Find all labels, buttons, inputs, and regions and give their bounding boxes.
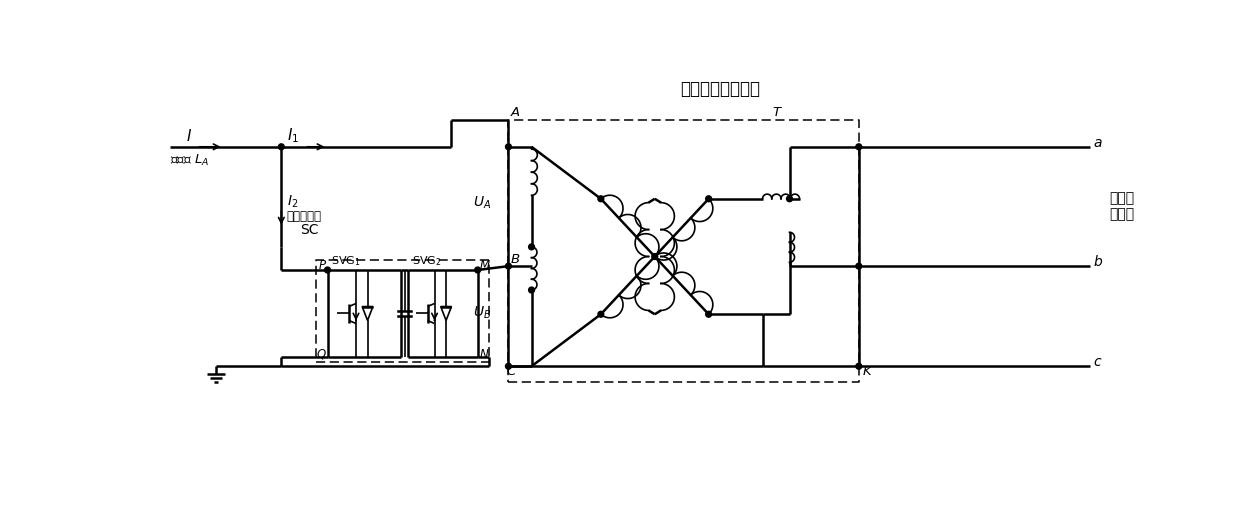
Text: $U_A$: $U_A$ — [474, 195, 491, 211]
Circle shape — [506, 144, 511, 150]
Text: N: N — [479, 348, 489, 361]
Text: $I_1$: $I_1$ — [286, 127, 299, 145]
Circle shape — [652, 253, 657, 260]
Text: A: A — [511, 106, 520, 119]
Text: $I$: $I$ — [186, 128, 192, 144]
Text: Q: Q — [316, 348, 326, 361]
Circle shape — [278, 144, 284, 150]
Text: c: c — [1094, 355, 1101, 369]
Circle shape — [598, 311, 604, 317]
Text: b: b — [1094, 255, 1102, 269]
Text: SVG$_1$: SVG$_1$ — [331, 254, 361, 268]
Circle shape — [856, 363, 862, 369]
Text: C: C — [506, 365, 516, 379]
Circle shape — [786, 196, 792, 202]
Text: 电源变换器: 电源变换器 — [286, 210, 321, 223]
Text: 输电线 $L_A$: 输电线 $L_A$ — [170, 153, 210, 168]
Text: T: T — [773, 106, 780, 119]
Text: B: B — [511, 253, 520, 266]
Text: 用户侧
三相电: 用户侧 三相电 — [1109, 191, 1135, 222]
Text: $U_B$: $U_B$ — [474, 304, 491, 320]
Circle shape — [506, 363, 511, 369]
Text: P: P — [319, 259, 326, 272]
Circle shape — [706, 196, 712, 202]
Circle shape — [325, 267, 330, 273]
Text: M: M — [479, 259, 490, 272]
Text: SVG$_2$: SVG$_2$ — [412, 254, 441, 268]
Text: K: K — [863, 365, 872, 379]
Circle shape — [506, 263, 511, 269]
Text: $I_2$: $I_2$ — [286, 194, 298, 211]
Text: a: a — [1094, 136, 1102, 150]
Circle shape — [475, 267, 481, 273]
Circle shape — [856, 263, 862, 269]
Text: 伍德桥接线变压器: 伍德桥接线变压器 — [681, 80, 760, 98]
Text: SC: SC — [300, 223, 319, 237]
Circle shape — [856, 144, 862, 150]
Circle shape — [528, 287, 534, 293]
Circle shape — [528, 244, 534, 250]
Circle shape — [706, 311, 712, 317]
Circle shape — [598, 196, 604, 202]
